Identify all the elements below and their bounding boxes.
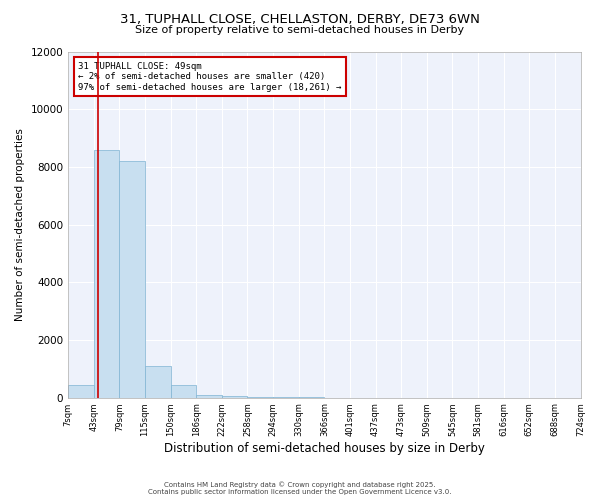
Y-axis label: Number of semi-detached properties: Number of semi-detached properties bbox=[15, 128, 25, 321]
Bar bbox=[247, 397, 273, 398]
Bar bbox=[196, 394, 222, 398]
Text: 31 TUPHALL CLOSE: 49sqm
← 2% of semi-detached houses are smaller (420)
97% of se: 31 TUPHALL CLOSE: 49sqm ← 2% of semi-det… bbox=[79, 62, 342, 92]
X-axis label: Distribution of semi-detached houses by size in Derby: Distribution of semi-detached houses by … bbox=[164, 442, 485, 455]
Bar bbox=[222, 396, 247, 398]
Text: Size of property relative to semi-detached houses in Derby: Size of property relative to semi-detach… bbox=[136, 25, 464, 35]
Bar bbox=[170, 386, 196, 398]
Bar bbox=[119, 161, 145, 398]
Text: Contains HM Land Registry data © Crown copyright and database right 2025.
Contai: Contains HM Land Registry data © Crown c… bbox=[148, 482, 452, 495]
Bar bbox=[68, 386, 94, 398]
Bar bbox=[145, 366, 170, 398]
Bar bbox=[94, 150, 119, 398]
Text: 31, TUPHALL CLOSE, CHELLASTON, DERBY, DE73 6WN: 31, TUPHALL CLOSE, CHELLASTON, DERBY, DE… bbox=[120, 12, 480, 26]
